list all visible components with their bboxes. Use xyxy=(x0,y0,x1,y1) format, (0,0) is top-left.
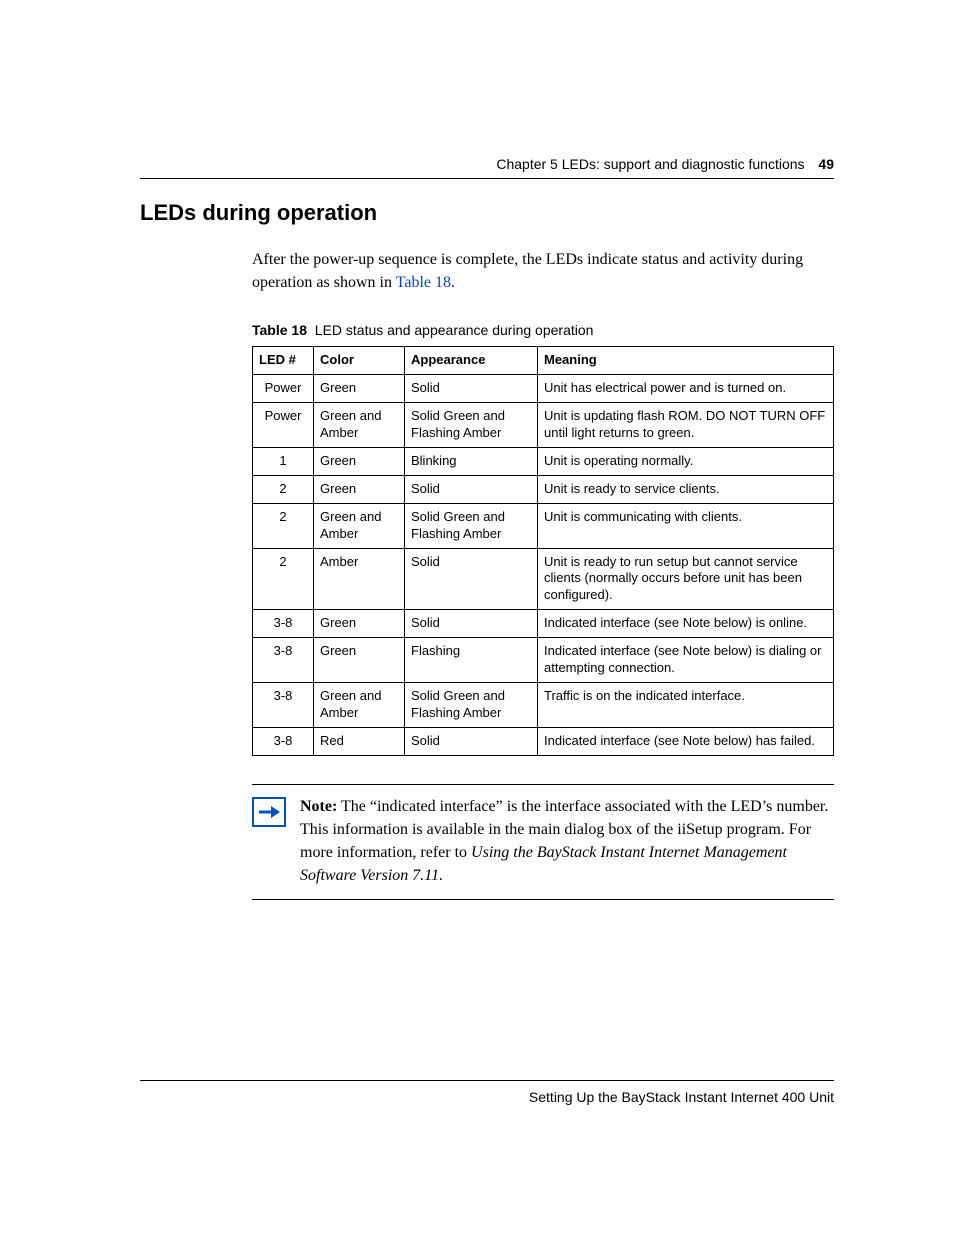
content-area: LEDs during operation After the power-up… xyxy=(140,200,834,900)
cell-appearance: Solid xyxy=(405,548,538,610)
cell-appearance: Solid Green and Flashing Amber xyxy=(405,682,538,727)
note-label: Note: xyxy=(300,798,337,815)
cell-appearance: Flashing xyxy=(405,638,538,683)
cell-led: 3-8 xyxy=(253,638,314,683)
cell-appearance: Solid xyxy=(405,727,538,755)
table-caption: Table 18 LED status and appearance durin… xyxy=(252,322,834,338)
cell-meaning: Unit is ready to service clients. xyxy=(538,475,834,503)
cell-color: Green xyxy=(314,610,405,638)
arrow-right-icon xyxy=(252,797,286,827)
table-row: 3-8 Green Flashing Indicated interface (… xyxy=(253,638,834,683)
cell-color: Red xyxy=(314,727,405,755)
note-block: Note: The “indicated interface” is the i… xyxy=(252,784,834,901)
cell-led: 3-8 xyxy=(253,727,314,755)
col-led: LED # xyxy=(253,347,314,375)
chapter-title: Chapter 5 LEDs: support and diagnostic f… xyxy=(496,156,804,172)
running-footer: Setting Up the BayStack Instant Internet… xyxy=(140,1080,834,1105)
cell-meaning: Indicated interface (see Note below) is … xyxy=(538,610,834,638)
intro-paragraph: After the power-up sequence is complete,… xyxy=(252,248,834,294)
note-text: Note: The “indicated interface” is the i… xyxy=(300,795,834,888)
table-row: 3-8 Red Solid Indicated interface (see N… xyxy=(253,727,834,755)
table-row: 1 Green Blinking Unit is operating norma… xyxy=(253,447,834,475)
intro-text-pre: After the power-up sequence is complete,… xyxy=(252,251,803,291)
col-appearance: Appearance xyxy=(405,347,538,375)
table-label: Table 18 xyxy=(252,322,307,338)
table-row: 3-8 Green Solid Indicated interface (see… xyxy=(253,610,834,638)
cell-meaning: Unit is ready to run setup but cannot se… xyxy=(538,548,834,610)
cell-color: Green and Amber xyxy=(314,682,405,727)
cell-meaning: Unit is operating normally. xyxy=(538,447,834,475)
table-row: 2 Green and Amber Solid Green and Flashi… xyxy=(253,503,834,548)
cell-led: 3-8 xyxy=(253,610,314,638)
cell-led: 2 xyxy=(253,548,314,610)
cell-meaning: Traffic is on the indicated interface. xyxy=(538,682,834,727)
cell-color: Green xyxy=(314,475,405,503)
cell-color: Green xyxy=(314,638,405,683)
cell-led: Power xyxy=(253,403,314,448)
cell-meaning: Unit is updating flash ROM. DO NOT TURN … xyxy=(538,403,834,448)
cell-meaning: Indicated interface (see Note below) has… xyxy=(538,727,834,755)
page-number: 49 xyxy=(818,156,834,172)
cell-led: Power xyxy=(253,375,314,403)
col-color: Color xyxy=(314,347,405,375)
cell-appearance: Solid xyxy=(405,610,538,638)
cell-appearance: Blinking xyxy=(405,447,538,475)
cell-color: Green and Amber xyxy=(314,503,405,548)
cell-appearance: Solid xyxy=(405,375,538,403)
page: Chapter 5 LEDs: support and diagnostic f… xyxy=(0,0,954,1235)
table-row: Power Green and Amber Solid Green and Fl… xyxy=(253,403,834,448)
cell-appearance: Solid xyxy=(405,475,538,503)
cell-meaning: Unit is communicating with clients. xyxy=(538,503,834,548)
led-status-table: LED # Color Appearance Meaning Power Gre… xyxy=(252,346,834,755)
cell-led: 2 xyxy=(253,475,314,503)
cell-color: Amber xyxy=(314,548,405,610)
cell-color: Green xyxy=(314,447,405,475)
cell-meaning: Indicated interface (see Note below) is … xyxy=(538,638,834,683)
cell-led: 1 xyxy=(253,447,314,475)
table-row: 2 Amber Solid Unit is ready to run setup… xyxy=(253,548,834,610)
table-row: Power Green Solid Unit has electrical po… xyxy=(253,375,834,403)
section-heading: LEDs during operation xyxy=(140,200,834,226)
col-meaning: Meaning xyxy=(538,347,834,375)
cell-color: Green and Amber xyxy=(314,403,405,448)
table-xref[interactable]: Table 18 xyxy=(396,274,451,291)
table-row: 2 Green Solid Unit is ready to service c… xyxy=(253,475,834,503)
intro-text-post: . xyxy=(451,274,455,291)
cell-appearance: Solid Green and Flashing Amber xyxy=(405,503,538,548)
table-row: 3-8 Green and Amber Solid Green and Flas… xyxy=(253,682,834,727)
running-header: Chapter 5 LEDs: support and diagnostic f… xyxy=(140,156,834,179)
table-header-row: LED # Color Appearance Meaning xyxy=(253,347,834,375)
cell-color: Green xyxy=(314,375,405,403)
table-title: LED status and appearance during operati… xyxy=(315,322,594,338)
table-body: Power Green Solid Unit has electrical po… xyxy=(253,375,834,755)
cell-led: 2 xyxy=(253,503,314,548)
cell-meaning: Unit has electrical power and is turned … xyxy=(538,375,834,403)
footer-text: Setting Up the BayStack Instant Internet… xyxy=(529,1089,834,1105)
cell-led: 3-8 xyxy=(253,682,314,727)
cell-appearance: Solid Green and Flashing Amber xyxy=(405,403,538,448)
